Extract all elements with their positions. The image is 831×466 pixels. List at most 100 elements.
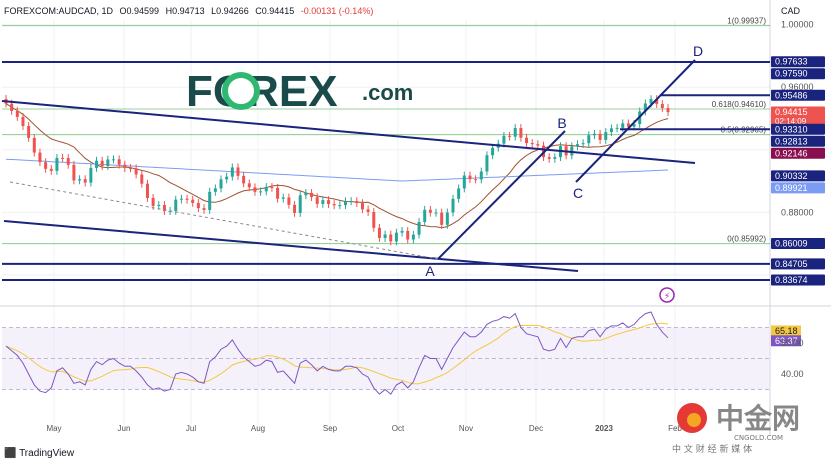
candle (389, 230, 393, 246)
candle (242, 171, 246, 188)
candle-body (128, 168, 132, 170)
candle-body (411, 234, 415, 240)
candle (570, 142, 574, 160)
candle (604, 128, 608, 144)
candle (406, 227, 410, 244)
candle (660, 100, 664, 112)
price-tag: 0.93310 (771, 123, 825, 135)
time-tick: Dec (529, 424, 543, 433)
tradingview-logo-icon: ⬛ (4, 448, 17, 459)
candle (196, 199, 200, 213)
candle (259, 187, 263, 196)
candle-body (236, 167, 240, 176)
candle-body (525, 137, 529, 144)
candle-body (287, 197, 291, 205)
candle (106, 155, 110, 170)
forex-watermark: FOREX (186, 67, 338, 116)
candle-body (168, 210, 172, 212)
candle-body (123, 164, 127, 169)
candle-body (100, 160, 104, 167)
wave-label-c: C (573, 185, 583, 201)
candle-body (598, 133, 602, 140)
candle (128, 164, 132, 173)
candle-body (327, 200, 331, 205)
rsi-tick: 40.00 (781, 369, 804, 379)
candle-body (117, 159, 121, 165)
candle-body (112, 159, 116, 161)
candle-body (513, 128, 517, 137)
candle (372, 208, 376, 232)
price-tag: 0.90332 (771, 170, 825, 182)
rsi-tick: 60.00 (781, 338, 804, 348)
candle-body (360, 203, 364, 210)
time-tick: Sep (323, 424, 338, 433)
time-tick: May (46, 424, 61, 433)
candle (219, 175, 223, 193)
price-tag-text: 0.89921 (775, 183, 808, 193)
candle (66, 154, 70, 169)
candle-body (604, 132, 608, 140)
candle (145, 179, 149, 202)
price-tag-bg (771, 56, 825, 68)
candle-body (343, 201, 347, 206)
candle-body (581, 143, 585, 145)
candle (508, 131, 512, 141)
candle (468, 171, 472, 184)
candle (95, 156, 99, 172)
candle (298, 191, 302, 217)
tradingview-label: TradingView (19, 448, 75, 459)
candle (440, 208, 444, 229)
candle-body (451, 198, 455, 213)
price-tag-bg (771, 182, 825, 194)
candle-body (298, 195, 302, 213)
candle (445, 208, 449, 229)
moving-average-fast (5, 103, 669, 229)
candle (377, 223, 381, 242)
candle-body (61, 157, 65, 159)
candle-body (491, 147, 495, 156)
rsi-line (5, 311, 669, 395)
candle-body (406, 230, 410, 240)
candle-body (32, 137, 36, 153)
candle (202, 204, 206, 214)
candle (332, 200, 336, 210)
price-tag-bg (771, 258, 825, 270)
price-tick: 1.00000 (781, 20, 814, 30)
price-tag-text: 0.95486 (775, 90, 808, 100)
price-tag-text: 0.92146 (775, 148, 808, 158)
candle (321, 196, 325, 208)
candle (117, 155, 121, 169)
candle-body (242, 175, 246, 184)
candle (575, 140, 579, 151)
rsi-ma-line (5, 322, 669, 385)
tradingview-brand[interactable]: ⬛ TradingView (4, 448, 74, 459)
price-tag-text: 0.97590 (775, 69, 808, 79)
candle (55, 153, 59, 175)
candle (151, 194, 155, 210)
price-tag-text: 0.93310 (775, 124, 808, 134)
candle-body (355, 201, 359, 204)
candle (581, 139, 585, 149)
candle-body (536, 144, 540, 146)
candle-body (508, 135, 512, 137)
candle (15, 107, 19, 121)
candle-body (264, 186, 268, 192)
price-tag: 0.95486 (771, 89, 825, 101)
candle-body (15, 110, 19, 117)
symbol-label[interactable]: FOREXCOM:AUDCAD, 1D (4, 6, 114, 16)
candle (27, 122, 31, 142)
candle (530, 139, 534, 149)
candle-body (417, 222, 421, 235)
candle-body (78, 179, 82, 181)
candle-body (247, 183, 251, 188)
candle (643, 99, 647, 116)
candle (519, 124, 523, 142)
candle-body (434, 212, 438, 214)
candle (394, 228, 398, 246)
candle (123, 160, 127, 172)
rsi-tag: 63.37 (771, 335, 801, 347)
candle-body (592, 133, 596, 136)
candle-body (474, 179, 478, 181)
